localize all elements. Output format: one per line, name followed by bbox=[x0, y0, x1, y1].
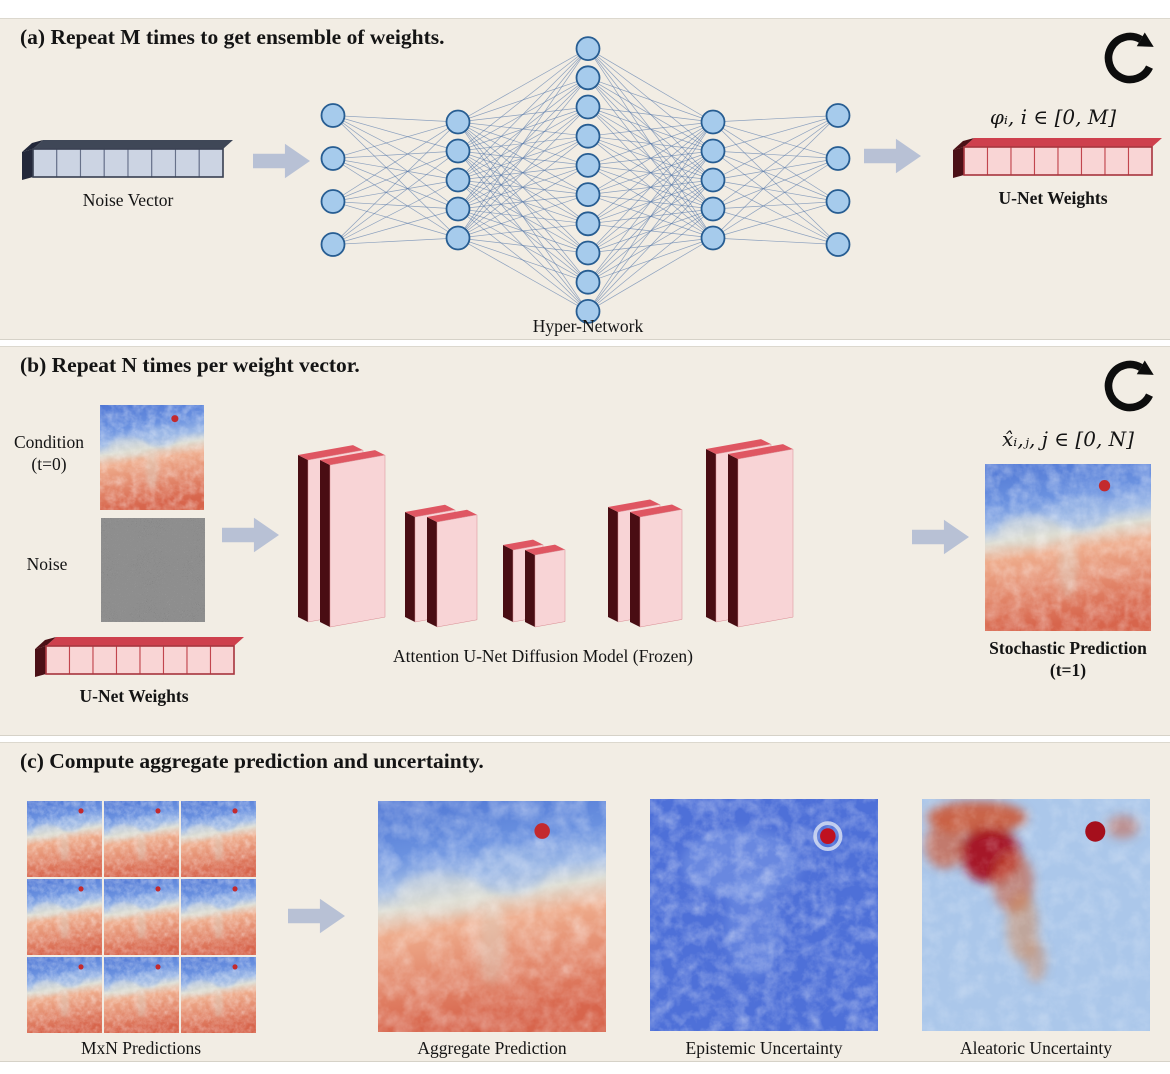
epistemic-uncertainty-label: Epistemic Uncertainty bbox=[685, 1038, 843, 1058]
repeat-icon-glyph bbox=[1104, 360, 1154, 412]
prediction-tile bbox=[27, 801, 102, 877]
epistemic-uncertainty-image bbox=[650, 799, 878, 1031]
prediction-tile bbox=[181, 957, 256, 1033]
condition-label: Condition (t=0) bbox=[14, 431, 84, 476]
hypernetwork-label: Hyper-Network bbox=[532, 316, 644, 336]
prediction-tile bbox=[104, 957, 179, 1033]
panel-b-title: (b) Repeat N times per weight vector. bbox=[20, 353, 360, 377]
noise-image bbox=[101, 518, 205, 622]
hypernetwork-graphic bbox=[22, 36, 1162, 324]
stochastic-prediction-line1: Stochastic Prediction bbox=[989, 638, 1147, 658]
prediction-tile bbox=[104, 801, 179, 877]
aleatoric-uncertainty-label: Aleatoric Uncertainty bbox=[959, 1038, 1113, 1058]
arrow-right-icon bbox=[288, 898, 345, 934]
arrow-right-icon bbox=[253, 143, 310, 179]
weights-math-label: φᵢ, i ∈ [0, M] bbox=[989, 105, 1117, 129]
arrow-right-icon bbox=[222, 517, 279, 553]
mxn-predictions-label: MxN Predictions bbox=[80, 1038, 202, 1058]
aleatoric-uncertainty-image bbox=[922, 799, 1150, 1031]
noise-vector-label: Noise Vector bbox=[82, 190, 174, 210]
stochastic-prediction-label: Stochastic Prediction (t=1) bbox=[989, 637, 1147, 682]
prediction-tile bbox=[27, 957, 102, 1033]
condition-label-line2: (t=0) bbox=[31, 454, 67, 475]
panel-b-diffusion: (b) Repeat N times per weight vector. Co… bbox=[0, 346, 1170, 736]
noise-label: Noise bbox=[26, 554, 68, 574]
prediction-tile bbox=[27, 879, 102, 955]
prediction-math-label: x̂ᵢ,ⱼ, j ∈ [0, N] bbox=[1002, 427, 1134, 451]
stochastic-prediction-image bbox=[985, 464, 1151, 631]
aggregate-prediction-label: Aggregate Prediction bbox=[417, 1038, 567, 1058]
repeat-icon bbox=[1100, 351, 1164, 423]
repeat-icon bbox=[1100, 23, 1164, 95]
panel-a-title: (a) Repeat M times to get ensemble of we… bbox=[20, 25, 445, 49]
prediction-grid bbox=[27, 801, 256, 1033]
aggregate-prediction-image bbox=[378, 801, 606, 1032]
arrow-right-icon bbox=[864, 138, 921, 174]
condition-image bbox=[100, 405, 204, 510]
panel-c-aggregate: (c) Compute aggregate prediction and unc… bbox=[0, 742, 1170, 1062]
repeat-icon-glyph bbox=[1104, 32, 1154, 84]
unet-weights-label: U-Net Weights bbox=[79, 686, 189, 706]
panel-a-hypernetwork: (a) Repeat M times to get ensemble of we… bbox=[0, 18, 1170, 340]
unet-weights-label: U-Net Weights bbox=[998, 188, 1108, 208]
prediction-tile bbox=[181, 801, 256, 877]
stochastic-prediction-line2: (t=1) bbox=[1049, 660, 1087, 681]
arrow-right-icon bbox=[912, 519, 969, 555]
unet-model-label: Attention U-Net Diffusion Model (Frozen) bbox=[392, 646, 694, 666]
panel-c-title: (c) Compute aggregate prediction and unc… bbox=[20, 749, 484, 773]
condition-label-line1: Condition bbox=[13, 432, 85, 452]
prediction-tile bbox=[104, 879, 179, 955]
prediction-tile bbox=[181, 879, 256, 955]
